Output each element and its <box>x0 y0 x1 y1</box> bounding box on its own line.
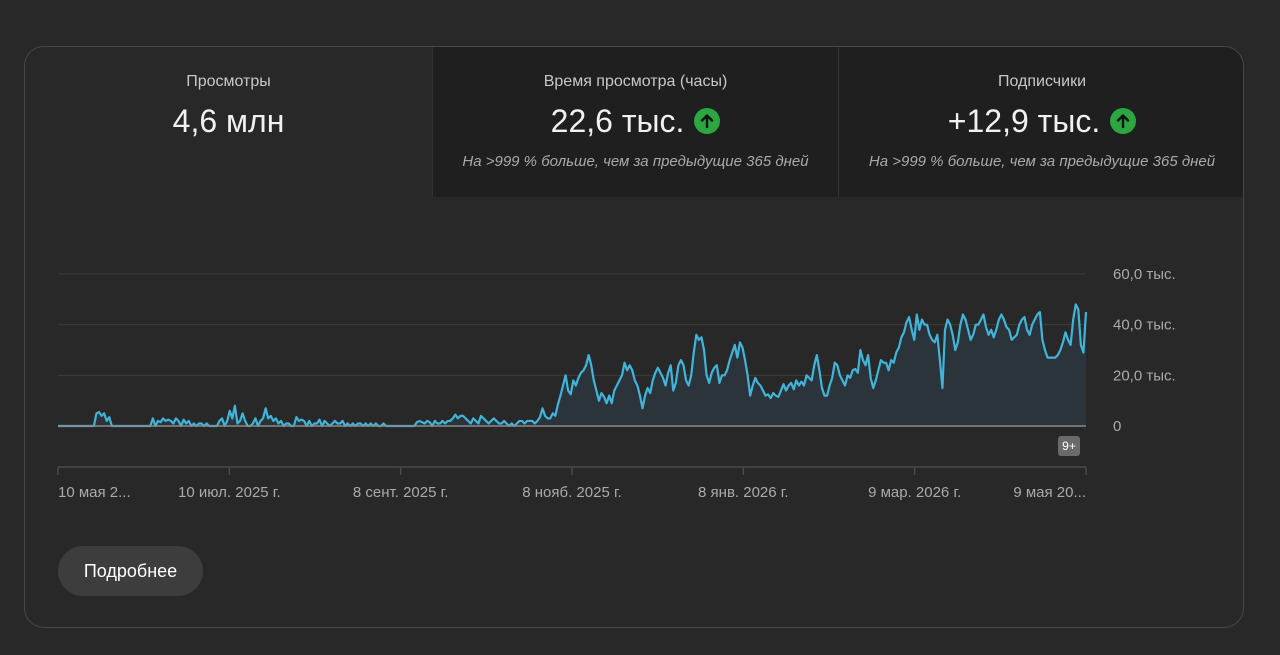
tab-watch-time-label: Время просмотра (часы) <box>543 73 728 90</box>
x-tick-label: 9 мар. 2026 г. <box>868 484 961 501</box>
tab-watch-time[interactable]: Время просмотра (часы) 22,6 тыс. На >999… <box>432 47 838 197</box>
x-tick-label: 8 нояб. 2025 г. <box>522 484 622 501</box>
analytics-card: Просмотры 4,6 млн Время просмотра (часы)… <box>24 46 1244 628</box>
tab-subscribers[interactable]: Подписчики +12,9 тыс. На >999 % больше, … <box>838 47 1243 197</box>
annotation-badge[interactable]: 9+ <box>1058 436 1080 456</box>
x-tick-label: 10 июл. 2025 г. <box>178 484 281 501</box>
tab-watch-time-note: На >999 % больше, чем за предыдущие 365 … <box>462 153 809 170</box>
tab-views-value: 4,6 млн <box>172 103 285 139</box>
tab-subscribers-note: На >999 % больше, чем за предыдущие 365 … <box>868 153 1216 170</box>
tab-subscribers-value: +12,9 тыс. <box>947 103 1101 139</box>
y-tick-label: 0 <box>1113 418 1121 435</box>
x-tick-label: 8 сент. 2025 г. <box>353 484 449 501</box>
y-tick-label: 20,0 тыс. <box>1113 367 1176 384</box>
y-tick-label: 60,0 тыс. <box>1113 266 1176 283</box>
trend-up-arrow-icon <box>694 108 721 134</box>
chart-series-line <box>58 303 1088 428</box>
metric-tabs: Просмотры 4,6 млн Время просмотра (часы)… <box>25 47 1243 197</box>
views-chart: 0 20,0 тыс. 40,0 тыс. 60,0 тыс. 10 мая 2...… <box>25 197 1243 517</box>
chart-area-fill <box>58 304 1086 426</box>
annotation-badge-label: 9+ <box>1062 439 1076 453</box>
x-tick-label: 10 мая 2... <box>58 484 131 501</box>
tab-subscribers-label: Подписчики <box>997 73 1086 90</box>
tab-views-label: Просмотры <box>186 73 271 90</box>
tab-views[interactable]: Просмотры 4,6 млн <box>25 47 432 197</box>
y-tick-label: 40,0 тыс. <box>1113 317 1176 334</box>
views-chart-svg: 0 20,0 тыс. 40,0 тыс. 60,0 тыс. 10 мая 2...… <box>57 266 1176 501</box>
trend-up-arrow-icon <box>1110 108 1137 134</box>
x-tick-label: 9 мая 20... <box>1013 484 1086 501</box>
tab-watch-time-value: 22,6 тыс. <box>550 103 685 139</box>
details-button[interactable]: Подробнее <box>58 546 203 596</box>
x-tick-label: 8 янв. 2026 г. <box>698 484 789 501</box>
